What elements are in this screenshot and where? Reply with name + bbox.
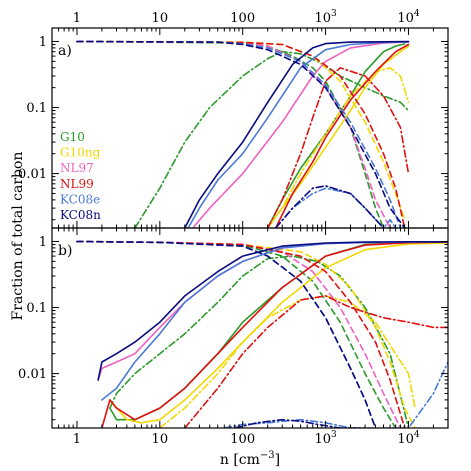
x-axis-label-main: n [cm (220, 452, 260, 468)
series-group (76, 40, 410, 228)
legend-entry-kc08n: KC08n (60, 208, 101, 222)
series-g10ng-dash-dot (266, 67, 410, 228)
series-nl99-dashed (76, 240, 406, 428)
series-nl99-dash-dot (184, 295, 448, 428)
y-tick-label: 0.1 (26, 101, 47, 116)
series-kc08n-dashed (76, 40, 406, 228)
series-g10-dash-dot (134, 50, 410, 228)
series-nl99-solid (101, 241, 448, 428)
series-g10ng-solid (109, 242, 448, 424)
x-tick-label: 104 (397, 430, 420, 447)
panel-label: b) (58, 243, 72, 259)
series-kc08e-dashed (76, 40, 402, 228)
series-kc08n-solid (97, 241, 448, 381)
series-kc08n-dash-dot (274, 185, 397, 228)
panel-b-: 1 0.1 0.01 b) (18, 227, 449, 429)
series-kc08n-dashed (76, 240, 377, 428)
y-tick-label: 1 (39, 235, 47, 250)
series-nl99-solid (274, 43, 410, 228)
x-axis-label-exponent: −3 (260, 450, 275, 461)
x-tick-label: 10 (152, 11, 169, 26)
series-g10ng-dashed (76, 240, 416, 428)
x-tick-label: 1 (73, 11, 81, 26)
legend-entry-nl97: NL97 (60, 161, 94, 175)
y-tick-label: 0.01 (18, 367, 47, 382)
series-g10-dash-dot (109, 255, 410, 428)
series-nl99-dashed (76, 40, 406, 228)
series-kc08e-dash-dot (223, 361, 448, 428)
x-axis-label-close: ] (275, 452, 280, 468)
series-g10ng-dashed (76, 40, 406, 221)
series-nl97-dashed (76, 240, 402, 428)
series-kc08n-solid (184, 40, 410, 228)
series-nl99-dash-dot (266, 67, 410, 228)
legend-entry-g10ng: G10ng (60, 146, 101, 160)
x-tick-label: 1 (73, 432, 81, 447)
series-g10ng-solid (266, 45, 410, 228)
x-tick-label: 104 (397, 9, 420, 26)
x-tick-label: 103 (314, 9, 337, 26)
x-tick-label: 100 (230, 11, 255, 26)
legend-entry-kc08e: KC08e (60, 192, 100, 206)
y-axis-label: Fraction of total carbon (10, 152, 26, 321)
legend-entry-nl99: NL99 (60, 177, 94, 191)
panel-label: a) (58, 43, 72, 59)
panel-a-: 1 0.1 0.01 a) (18, 27, 449, 229)
series-g10-solid (109, 241, 448, 421)
legend-entry-g10: G10 (60, 130, 85, 144)
x-axis-label: n [cm−3] (220, 450, 280, 468)
series-group (76, 240, 448, 428)
series-kc08e-solid (187, 40, 410, 228)
y-tick-label: 0.1 (26, 301, 47, 316)
y-tick-label: 1 (39, 35, 47, 50)
x-tick-label: 100 (230, 432, 255, 447)
y-tick-label: 0.01 (18, 167, 47, 182)
x-tick-label: 103 (314, 430, 337, 447)
x-tick-label: 10 (152, 432, 169, 447)
plot-frame (51, 227, 449, 429)
series-g10-dashed (76, 40, 385, 228)
